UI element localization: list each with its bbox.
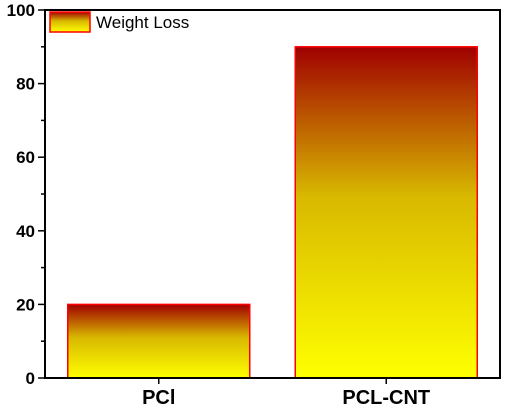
bars-group [67,46,478,379]
y-tick-label: 20 [16,295,35,314]
x-category-label: PCL-CNT [342,387,430,409]
x-category-label: PCl [142,387,175,409]
legend-swatch [49,11,91,33]
y-tick-label: 100 [7,1,35,20]
bar-pcl [67,303,251,379]
bar-pcl-cnt [294,46,478,379]
y-tick-label: 80 [16,75,35,94]
legend-label: Weight Loss [96,13,189,32]
y-tick-label: 40 [16,222,35,241]
y-axis-ticks: 0 20 40 60 80 100 [7,1,45,388]
legend: Weight Loss [49,11,189,33]
y-tick-label: 60 [16,148,35,167]
x-axis-ticks: PCl PCL-CNT [142,378,430,409]
y-tick-label: 0 [26,369,35,388]
